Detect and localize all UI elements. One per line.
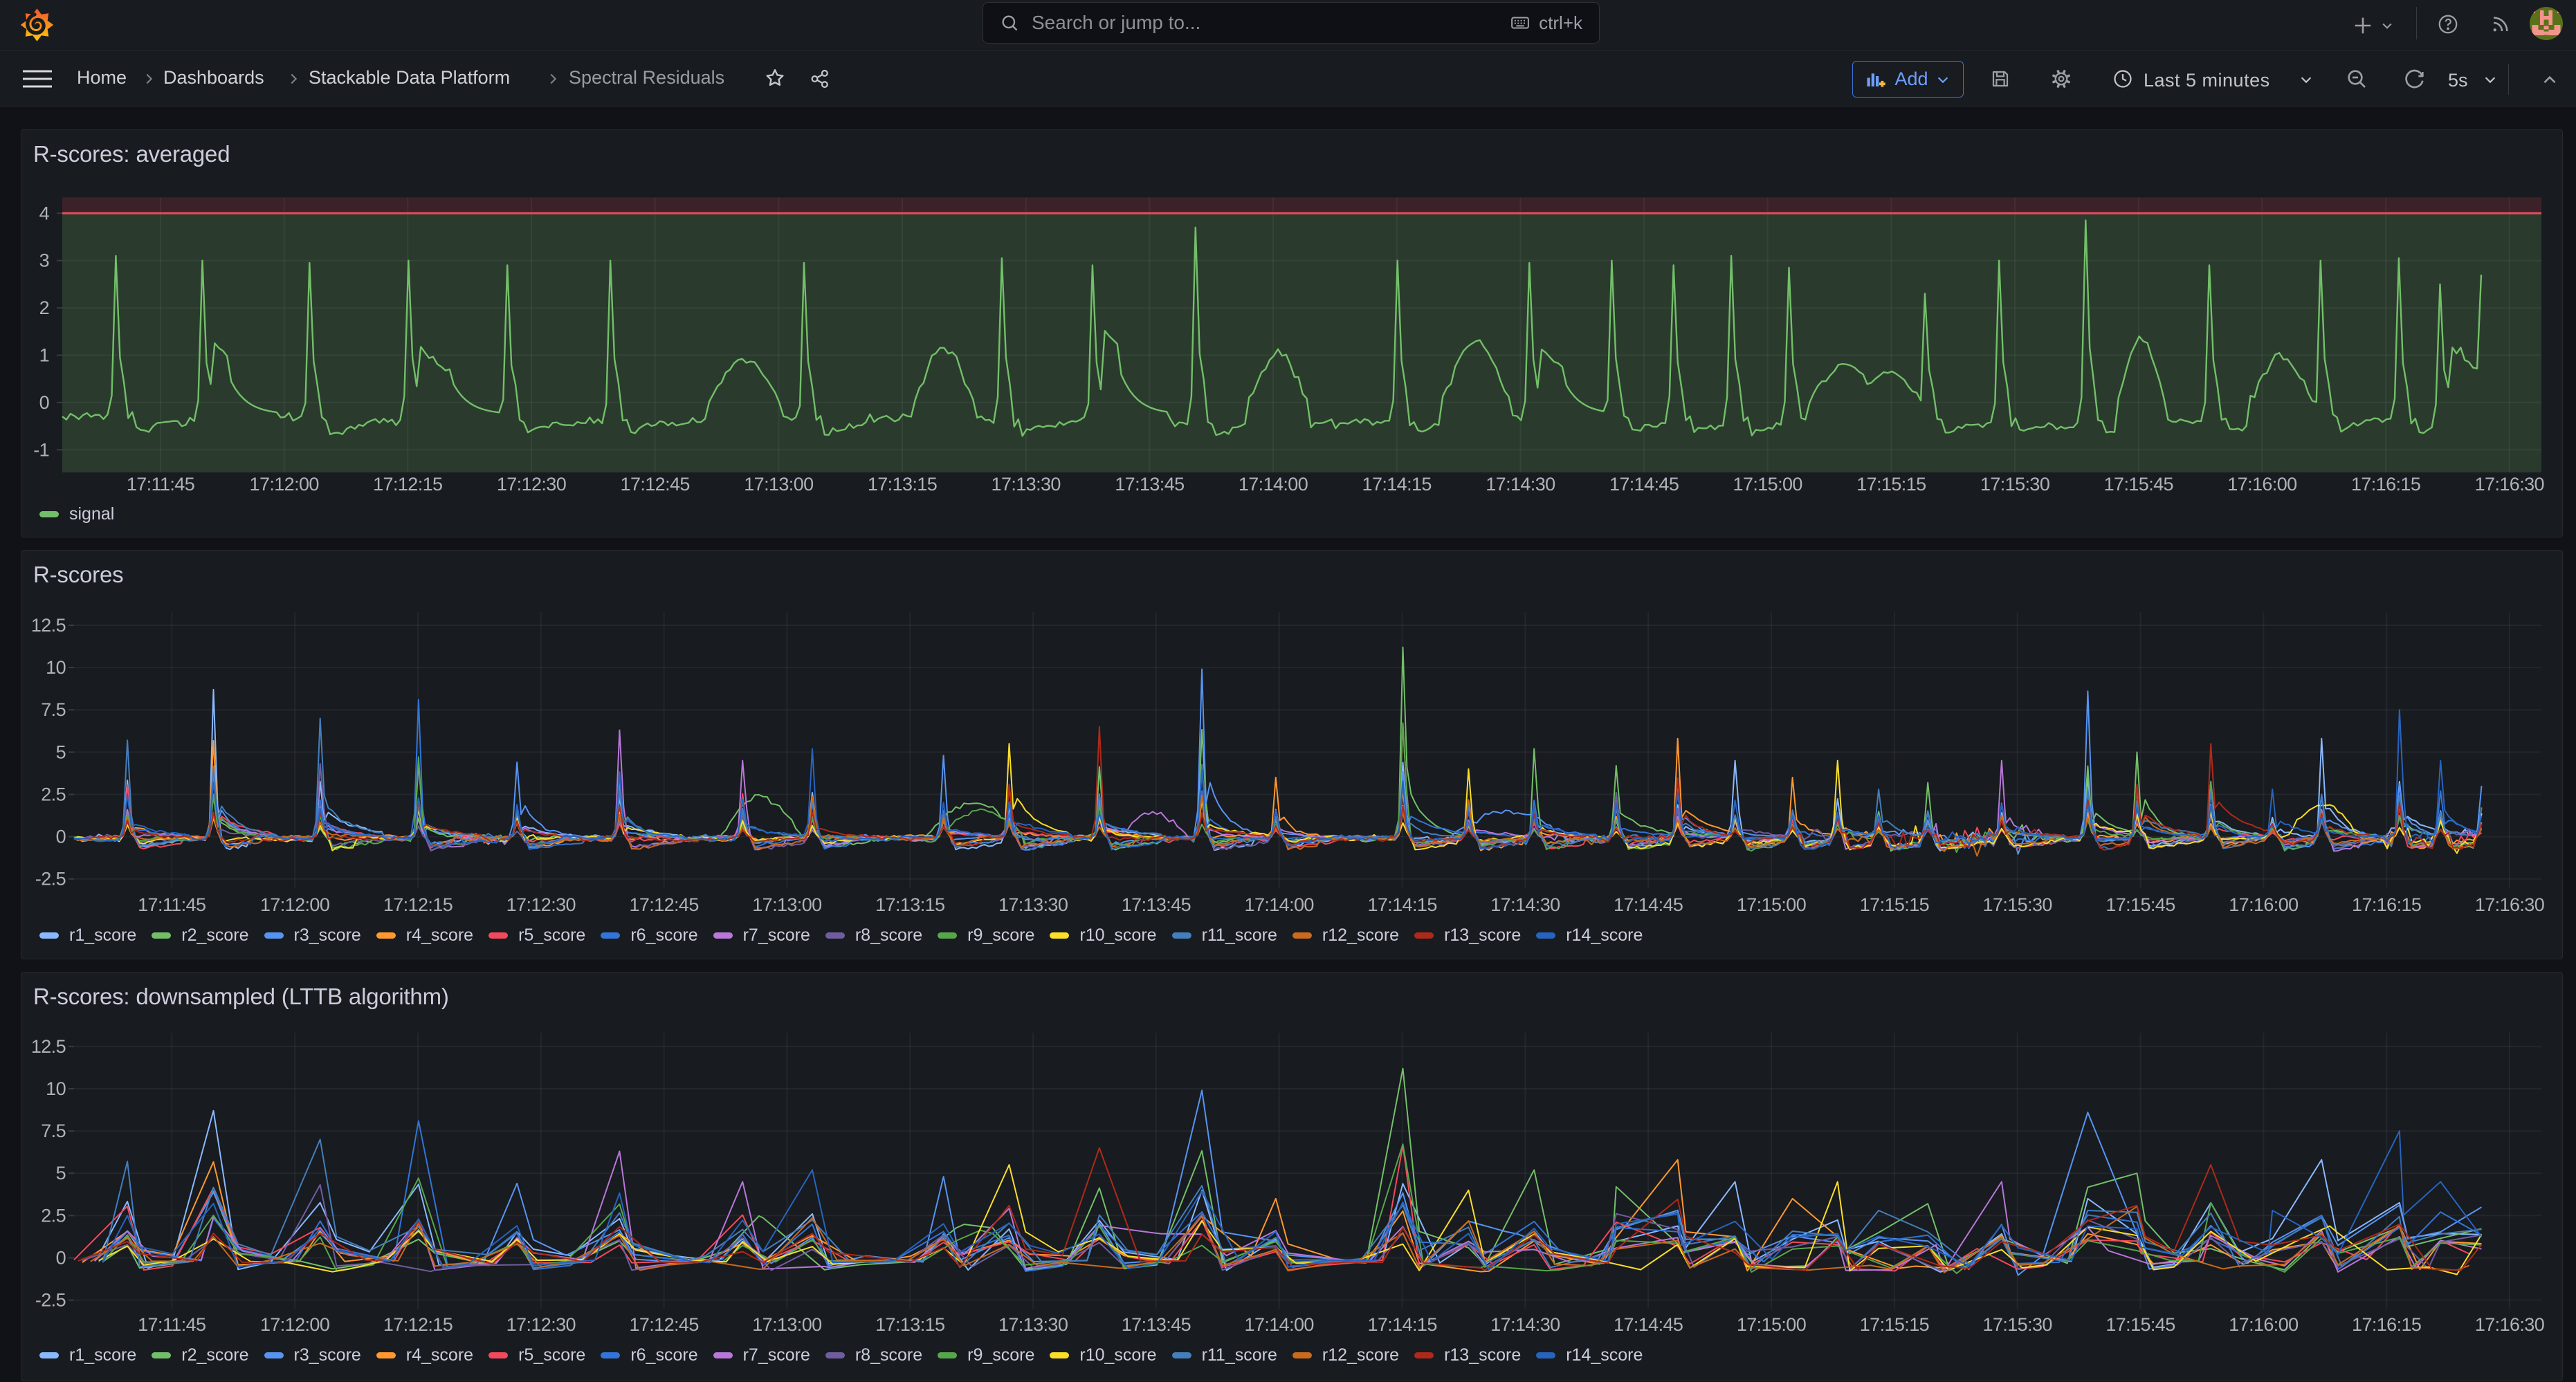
svg-text:2.5: 2.5 [41,1205,66,1226]
svg-text:17:13:45: 17:13:45 [1115,474,1184,495]
svg-text:17:15:15: 17:15:15 [1860,894,1929,915]
svg-text:17:15:15: 17:15:15 [1856,474,1926,495]
svg-text:17:12:45: 17:12:45 [621,474,690,495]
svg-text:17:16:30: 17:16:30 [2475,894,2544,915]
svg-text:17:14:15: 17:14:15 [1367,894,1436,915]
svg-text:17:13:00: 17:13:00 [752,1314,821,1335]
svg-text:17:15:30: 17:15:30 [1983,894,2052,915]
svg-text:17:14:15: 17:14:15 [1367,1314,1436,1335]
svg-text:17:11:45: 17:11:45 [138,894,205,915]
svg-text:17:15:00: 17:15:00 [1737,894,1806,915]
svg-text:-2.5: -2.5 [35,1290,66,1311]
svg-text:12.5: 12.5 [31,615,66,636]
svg-text:17:11:45: 17:11:45 [127,474,194,495]
svg-text:17:16:00: 17:16:00 [2229,1314,2298,1335]
svg-text:7.5: 7.5 [41,699,66,720]
svg-text:17:13:30: 17:13:30 [992,474,1061,495]
svg-text:17:15:45: 17:15:45 [2105,1314,2175,1335]
svg-text:5: 5 [56,1163,66,1183]
svg-text:-1: -1 [33,439,49,460]
svg-text:17:14:15: 17:14:15 [1362,474,1432,495]
svg-text:17:13:45: 17:13:45 [1122,1314,1191,1335]
svg-text:17:16:15: 17:16:15 [2352,894,2421,915]
svg-text:17:12:00: 17:12:00 [250,474,319,495]
svg-text:17:12:30: 17:12:30 [506,894,576,915]
svg-text:2: 2 [39,297,49,318]
svg-text:17:14:45: 17:14:45 [1609,474,1679,495]
svg-text:17:13:00: 17:13:00 [752,894,821,915]
svg-text:17:15:30: 17:15:30 [1980,474,2049,495]
svg-text:17:13:45: 17:13:45 [1122,894,1191,915]
svg-text:17:12:30: 17:12:30 [506,1314,576,1335]
svg-text:17:15:30: 17:15:30 [1983,1314,2052,1335]
svg-text:17:15:45: 17:15:45 [2105,894,2175,915]
svg-text:17:12:00: 17:12:00 [260,894,329,915]
svg-text:0: 0 [39,392,49,413]
svg-text:17:13:30: 17:13:30 [998,894,1068,915]
svg-text:0: 0 [56,1248,66,1269]
svg-text:17:14:30: 17:14:30 [1490,894,1560,915]
svg-text:17:15:00: 17:15:00 [1733,474,1802,495]
svg-text:17:12:15: 17:12:15 [383,1314,453,1335]
svg-text:17:12:15: 17:12:15 [383,894,453,915]
svg-text:3: 3 [39,250,49,271]
svg-text:17:12:15: 17:12:15 [373,474,442,495]
svg-text:17:16:15: 17:16:15 [2352,1314,2421,1335]
svg-text:17:12:30: 17:12:30 [497,474,566,495]
svg-text:17:13:15: 17:13:15 [868,474,937,495]
svg-text:17:15:00: 17:15:00 [1737,1314,1806,1335]
svg-text:17:14:00: 17:14:00 [1245,1314,1314,1335]
svg-text:17:14:30: 17:14:30 [1486,474,1555,495]
svg-text:17:14:45: 17:14:45 [1614,1314,1683,1335]
svg-text:17:12:00: 17:12:00 [260,1314,329,1335]
svg-text:17:13:15: 17:13:15 [875,894,944,915]
svg-text:12.5: 12.5 [31,1036,66,1057]
svg-text:17:14:30: 17:14:30 [1490,1314,1560,1335]
svg-text:17:14:00: 17:14:00 [1239,474,1308,495]
svg-text:10: 10 [46,1078,66,1099]
svg-text:17:13:00: 17:13:00 [744,474,813,495]
svg-text:2.5: 2.5 [41,784,66,805]
svg-text:17:16:15: 17:16:15 [2351,474,2420,495]
svg-text:17:14:45: 17:14:45 [1614,894,1683,915]
svg-text:17:16:30: 17:16:30 [2475,1314,2544,1335]
svg-text:17:15:45: 17:15:45 [2104,474,2173,495]
svg-text:17:13:15: 17:13:15 [875,1314,944,1335]
svg-text:17:13:30: 17:13:30 [998,1314,1068,1335]
svg-text:1: 1 [39,345,49,366]
svg-text:0: 0 [56,827,66,847]
svg-text:7.5: 7.5 [41,1121,66,1141]
svg-text:17:16:30: 17:16:30 [2475,474,2544,495]
svg-text:5: 5 [56,741,66,762]
svg-text:10: 10 [46,657,66,678]
svg-text:17:16:00: 17:16:00 [2227,474,2296,495]
svg-text:4: 4 [39,203,50,223]
svg-text:17:16:00: 17:16:00 [2229,894,2298,915]
svg-text:17:12:45: 17:12:45 [629,1314,698,1335]
svg-text:-2.5: -2.5 [35,869,66,890]
svg-text:17:11:45: 17:11:45 [138,1314,205,1335]
svg-text:17:12:45: 17:12:45 [629,894,698,915]
svg-text:17:14:00: 17:14:00 [1245,894,1314,915]
svg-text:17:15:15: 17:15:15 [1860,1314,1929,1335]
